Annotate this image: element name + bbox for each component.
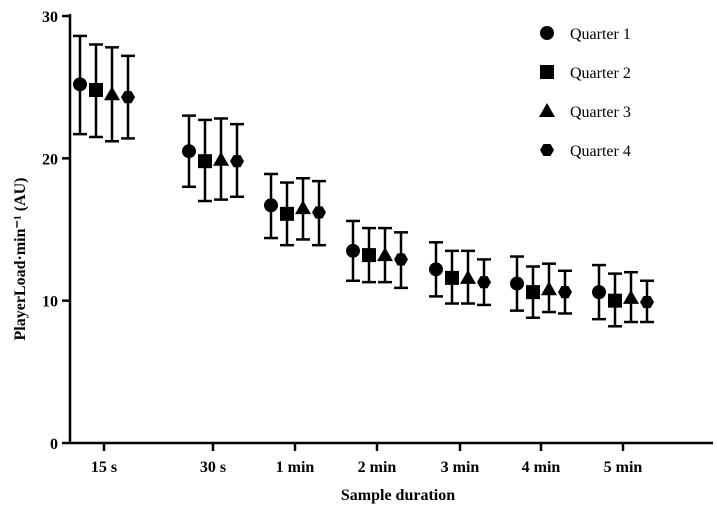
data-point <box>346 243 360 258</box>
y-tick-label: 30 <box>42 9 58 26</box>
data-point <box>230 155 244 168</box>
x-ticks: 15 s 30 s 1 min 2 min 3 min 4 min 5 min <box>91 443 643 476</box>
legend-marker <box>539 103 555 117</box>
legend-marker <box>540 143 554 157</box>
data-point <box>89 83 103 98</box>
y-ticks: 0 10 20 30 <box>42 9 70 453</box>
data-point <box>429 262 443 277</box>
data-point <box>558 286 572 299</box>
x-tick-label: 3 min <box>441 459 480 476</box>
data-point <box>104 86 120 101</box>
legend-marker <box>540 65 554 79</box>
series-4 <box>121 54 654 324</box>
data-point <box>362 248 376 263</box>
data-point <box>264 198 278 213</box>
x-tick-label: 30 s <box>200 459 226 476</box>
data-point <box>592 285 606 300</box>
x-tick-label: 4 min <box>522 459 561 476</box>
data-point <box>445 270 459 285</box>
x-tick-label: 1 min <box>276 459 315 476</box>
data-point <box>640 296 654 309</box>
legend-label: Quarter 4 <box>570 143 631 160</box>
legend-marker <box>540 26 554 40</box>
data-point <box>377 247 393 262</box>
series-layer <box>73 34 654 328</box>
data-point <box>73 77 87 92</box>
axes: 0 10 20 30 15 s 30 s 1 min 2 min 3 min 4 min 5 mi… <box>42 9 713 476</box>
data-point <box>477 276 491 289</box>
y-tick-label: 20 <box>42 151 58 168</box>
x-axis-title: Sample duration <box>341 487 455 504</box>
legend-item: Quarter 3 <box>539 103 631 121</box>
series-1 <box>73 34 606 321</box>
legend-label: Quarter 3 <box>570 104 631 121</box>
legend-item: Quarter 2 <box>540 65 631 82</box>
x-tick-label: 15 s <box>91 459 117 476</box>
legend-item: Quarter 4 <box>540 143 631 160</box>
series-2 <box>89 43 622 328</box>
data-point <box>526 285 540 300</box>
data-point <box>182 144 196 159</box>
data-point <box>394 253 408 266</box>
data-point <box>280 206 294 221</box>
data-point <box>121 91 135 104</box>
x-tick-label: 2 min <box>358 459 397 476</box>
data-point <box>541 281 557 296</box>
y-tick-label: 10 <box>42 294 58 311</box>
y-axis-title: PlayerLoad·min⁻¹ (AU) <box>12 177 29 340</box>
data-point <box>295 200 311 215</box>
data-point <box>312 206 326 219</box>
legend-label: Quarter 1 <box>570 26 631 43</box>
data-point <box>608 293 622 308</box>
legend-label: Quarter 2 <box>570 65 631 82</box>
legend: Quarter 1 Quarter 2 Quarter 3 Quarter 4 <box>539 26 631 160</box>
data-point <box>213 151 229 166</box>
legend-item: Quarter 1 <box>540 26 631 43</box>
data-point <box>623 289 639 304</box>
x-tick-label: 5 min <box>604 459 643 476</box>
y-tick-label: 0 <box>50 436 58 453</box>
data-point <box>460 269 476 284</box>
data-point <box>198 154 212 169</box>
series-3 <box>104 46 639 324</box>
data-point <box>510 276 524 291</box>
